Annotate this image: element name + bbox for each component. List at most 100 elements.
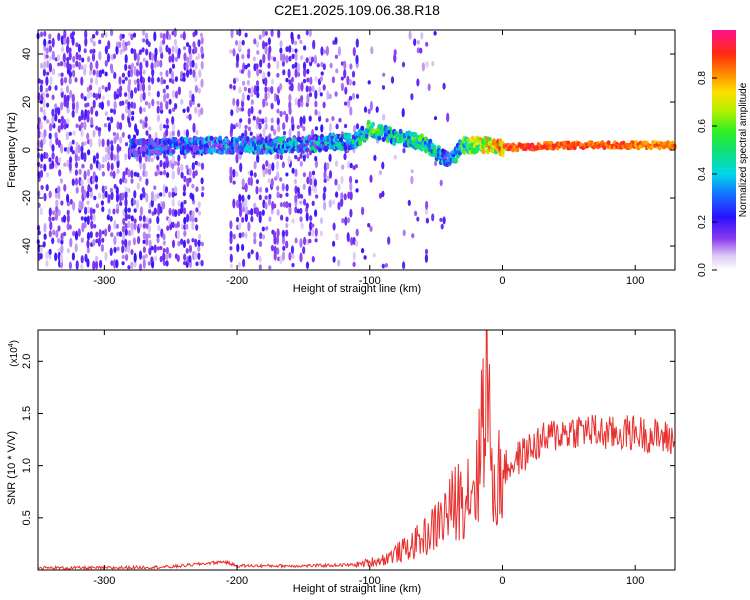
- spectrogram-cell: [332, 222, 336, 231]
- spectrogram-cell: [51, 144, 55, 153]
- spectrogram-cell: [68, 261, 72, 270]
- spectrogram-cell: [137, 82, 141, 92]
- spectrogram-cell: [171, 154, 175, 164]
- spectrogram-cell: [156, 90, 160, 98]
- spectrogram-cell: [118, 231, 123, 237]
- spectrogram-cell: [323, 186, 327, 193]
- spectrogram-cell: [279, 40, 283, 48]
- spectrogram-cell: [241, 231, 245, 238]
- spectrogram-cell: [150, 256, 154, 264]
- spectrogram-cell: [162, 39, 166, 45]
- spectrogram-cell: [46, 71, 50, 76]
- spectrogram-cell: [92, 34, 96, 39]
- spectrogram-cell: [401, 108, 405, 118]
- spectrogram-cell: [74, 77, 78, 83]
- spectrogram-cell: [125, 253, 129, 261]
- spectrogram-cell: [276, 117, 280, 126]
- spectrogram-cell: [138, 263, 143, 272]
- spectrogram-cell: [355, 93, 360, 99]
- spectrogram-cell: [182, 207, 187, 215]
- spectrogram-cell: [118, 41, 122, 49]
- spectrogram-cell: [145, 178, 149, 186]
- spectrogram-cell: [128, 108, 132, 119]
- spectrogram-cell: [229, 263, 233, 269]
- spectrogram-cell: [197, 210, 202, 216]
- spectrogram-cell: [83, 216, 88, 223]
- spectrogram-cell: [139, 106, 143, 115]
- spectrogram-cell: [112, 208, 116, 215]
- spectrogram-cell: [229, 173, 233, 184]
- spectrogram-cell: [83, 152, 87, 163]
- spectrogram-cell: [74, 243, 78, 253]
- spectrogram-cell: [130, 249, 134, 255]
- spectrogram-cell: [328, 170, 333, 179]
- spectrogram-cell: [75, 123, 79, 128]
- spectrogram-cell: [191, 221, 195, 231]
- spectrogram-cell: [51, 68, 56, 76]
- spectrogram-cells: [36, 27, 677, 272]
- spectrogram-cell: [142, 215, 146, 223]
- spectrogram-cell: [299, 252, 303, 263]
- spectrogram-cell: [136, 61, 140, 67]
- spectrogram-cell: [165, 69, 169, 78]
- spectrogram-cell: [258, 186, 263, 193]
- spectrogram-cell: [299, 200, 303, 205]
- spectrogram-cell: [75, 42, 79, 48]
- spectrogram-cell: [180, 171, 184, 179]
- spectrogram-cell: [229, 230, 233, 239]
- spectrogram-cell: [344, 216, 348, 226]
- spectrogram-cell: [306, 152, 310, 159]
- spectrogram-cell: [411, 233, 415, 239]
- spectrogram-cell: [200, 78, 204, 88]
- spectrogram-cell: [100, 200, 104, 206]
- spectrogram-cell: [268, 216, 272, 222]
- spectrogram-cell: [276, 208, 280, 216]
- spectrogram-cell: [253, 237, 257, 245]
- spectrogram-cell: [252, 56, 256, 62]
- spectrogram-cell: [119, 48, 123, 55]
- spectrogram-cell: [57, 62, 61, 67]
- spectrogram-cell: [52, 229, 56, 236]
- spectrogram-cell: [253, 231, 257, 239]
- spectrogram-cell: [291, 253, 295, 260]
- spectrogram-cell: [308, 238, 312, 244]
- spectrogram-cell: [262, 53, 266, 64]
- spectrogram-cell: [387, 236, 391, 245]
- spectrogram-cell: [230, 149, 235, 155]
- spectrogram-cell: [40, 132, 44, 138]
- spectrogram-cell: [159, 171, 163, 176]
- spectrogram-cell: [416, 40, 420, 45]
- spectrogram-cell: [306, 93, 310, 104]
- spectrogram-cell: [127, 101, 131, 110]
- spectrogram-cell: [171, 45, 175, 53]
- spectrogram-cell: [168, 33, 172, 41]
- spectrogram-cell: [194, 75, 198, 82]
- spectrogram-cell: [57, 237, 61, 244]
- spectrogram-y-tick-label: -40: [21, 238, 33, 254]
- spectrogram-cell: [189, 68, 193, 76]
- spectrogram-cell: [121, 72, 125, 78]
- spectrogram-cell: [133, 208, 137, 213]
- spectrogram-cell: [164, 186, 169, 194]
- spectrogram-cell: [244, 182, 248, 193]
- spectrogram-cell: [320, 61, 324, 68]
- spectrogram-cell: [68, 76, 72, 85]
- spectrogram-cell: [311, 170, 316, 176]
- spectrogram-cell: [127, 214, 131, 220]
- spectrogram-cell: [74, 169, 78, 176]
- spectrogram-cell: [171, 78, 175, 84]
- spectrogram-cell: [104, 153, 108, 163]
- spectrogram-cell: [168, 98, 172, 105]
- spectrogram-cell: [347, 191, 351, 200]
- spectrogram-cell: [68, 70, 72, 78]
- spectrogram-cell: [340, 197, 344, 208]
- spectrogram-cell: [326, 162, 330, 170]
- spectrogram-cell: [253, 202, 257, 208]
- spectrogram-cell: [291, 53, 295, 60]
- spectrogram-cell: [110, 116, 114, 124]
- spectrogram-cell: [195, 129, 199, 136]
- spectrogram-cell: [290, 48, 295, 53]
- spectrogram-cell: [355, 228, 359, 237]
- spectrogram-cell: [335, 123, 339, 130]
- spectrogram-cell: [115, 207, 120, 214]
